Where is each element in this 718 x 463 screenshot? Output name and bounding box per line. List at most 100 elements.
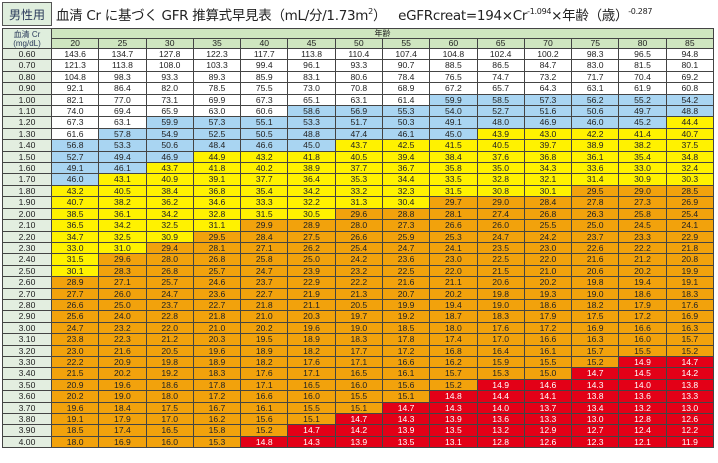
cr-value: 3.20 (2, 344, 52, 357)
cr-value: 0.80 (2, 70, 52, 84)
egfr-cell: 31.5 (50, 253, 100, 266)
egfr-cell: 46.9 (145, 150, 194, 164)
egfr-cell: 17.8 (381, 333, 431, 346)
egfr-cell: 32.5 (98, 230, 147, 243)
title-text: 血清 Cr に基づく GFR 推算式早見表（mL/分/1.73m (56, 8, 369, 24)
egfr-cell: 34.6 (192, 196, 242, 209)
egfr-cell: 19.9 (665, 264, 715, 278)
egfr-cell: 15.7 (429, 367, 478, 380)
egfr-cell: 16.1 (240, 401, 289, 415)
egfr-cell: 55.2 (618, 93, 667, 107)
egfr-cell: 21.5 (50, 367, 100, 380)
egfr-cell: 22.8 (145, 310, 194, 323)
egfr-cell: 43.0 (523, 127, 573, 141)
egfr-cell: 22.0 (429, 264, 478, 278)
egfr-cell: 33.0 (618, 162, 667, 175)
egfr-cell: 33.0 (50, 241, 100, 255)
egfr-cell: 19.2 (145, 367, 194, 380)
egfr-cell: 26.8 (192, 253, 242, 266)
egfr-cell: 81.5 (618, 59, 667, 72)
egfr-cell: 16.0 (334, 378, 383, 392)
egfr-cell: 15.0 (523, 367, 573, 380)
egfr-cell: 17.6 (665, 298, 715, 312)
egfr-cell: 19.0 (98, 390, 147, 403)
cr-value: 2.00 (2, 207, 52, 221)
egfr-cell: 31.3 (334, 196, 383, 209)
age-header-85: 85 (665, 38, 715, 49)
egfr-cell: 70.8 (334, 82, 383, 95)
egfr-cell: 18.6 (618, 287, 667, 300)
egfr-cell: 22.0 (523, 253, 573, 266)
egfr-cell: 86.5 (476, 59, 525, 72)
egfr-cell: 29.7 (429, 196, 478, 209)
egfr-cell: 45.0 (429, 127, 478, 141)
cr-value: 3.80 (2, 412, 52, 426)
egfr-cell: 42.5 (381, 139, 431, 152)
egfr-cell: 67.3 (50, 116, 100, 129)
egfr-cell: 26.9 (665, 196, 715, 209)
egfr-cell: 12.3 (571, 435, 620, 449)
egfr-cell: 20.8 (665, 253, 715, 266)
egfr-cell: 46.9 (523, 116, 573, 129)
egfr-cell: 23.7 (240, 276, 289, 289)
egfr-cell: 34.4 (381, 173, 431, 186)
egfr-cell: 99.4 (240, 59, 289, 72)
egfr-cell: 17.1 (240, 378, 289, 392)
table-row: 1.80 43.2 40.5 38.4 36.8 35.4 34.2 33.2 32.3 31.5… (2, 184, 715, 198)
egfr-cell: 94.8 (665, 47, 715, 61)
egfr-cell: 58.5 (476, 93, 525, 107)
formula-exponent-age: -0.287 (628, 7, 653, 16)
egfr-cell: 38.2 (98, 196, 147, 209)
egfr-cell: 12.7 (571, 424, 620, 437)
egfr-cell: 13.8 (571, 390, 620, 403)
egfr-cell: 20.3 (287, 310, 336, 323)
egfr-cell: 25.0 (571, 219, 620, 232)
egfr-cell: 14.4 (476, 390, 525, 403)
egfr-cell: 24.1 (665, 219, 715, 232)
egfr-cell: 60.8 (665, 82, 715, 95)
egfr-cell: 16.6 (618, 321, 667, 335)
cr-value: 2.90 (2, 310, 52, 323)
egfr-cell: 26.8 (523, 207, 573, 221)
egfr-cell: 15.2 (665, 344, 715, 357)
egfr-cell: 64.3 (523, 82, 573, 95)
egfr-cell: 12.1 (618, 435, 667, 449)
cr-value: 2.70 (2, 287, 52, 300)
egfr-cell: 17.0 (145, 412, 194, 426)
cr-value: 2.30 (2, 241, 52, 255)
egfr-cell: 22.7 (240, 287, 289, 300)
egfr-cell: 26.3 (571, 207, 620, 221)
table-row: 1.40 56.8 53.3 50.6 48.4 46.6 45.0 43.7 42.5 41.5… (2, 139, 715, 152)
egfr-cell: 17.1 (334, 355, 383, 369)
egfr-cell: 16.0 (618, 333, 667, 346)
egfr-cell: 36.5 (50, 219, 100, 232)
egfr-cell: 36.2 (145, 196, 194, 209)
egfr-cell: 19.0 (571, 287, 620, 300)
egfr-cell: 22.6 (571, 241, 620, 255)
egfr-cell: 27.4 (476, 207, 525, 221)
egfr-cell: 40.7 (50, 196, 100, 209)
egfr-cell: 23.9 (287, 264, 336, 278)
age-header-45: 45 (287, 38, 336, 49)
egfr-cell: 86.4 (98, 82, 147, 95)
egfr-cell: 92.1 (50, 82, 100, 95)
egfr-cell: 13.9 (381, 424, 431, 437)
egfr-cell: 26.6 (334, 230, 383, 243)
egfr-cell: 37.7 (240, 173, 289, 186)
egfr-cell: 15.7 (571, 344, 620, 357)
egfr-cell: 17.5 (145, 401, 194, 415)
egfr-cell: 23.0 (429, 253, 478, 266)
egfr-cell: 73.0 (287, 82, 336, 95)
egfr-cell: 14.3 (571, 378, 620, 392)
egfr-cell: 48.8 (287, 127, 336, 141)
egfr-cell: 21.0 (523, 264, 573, 278)
egfr-cell: 121.3 (50, 59, 100, 72)
age-header-35: 35 (192, 38, 242, 49)
table-row: 0.80 104.8 98.3 93.3 89.3 85.9 83.1 80.6 78.4 76.… (2, 70, 715, 84)
egfr-cell: 34.2 (98, 219, 147, 232)
table-row: 1.00 82.1 77.0 73.1 69.9 67.3 65.1 63.1 61.4 59.9… (2, 93, 715, 107)
egfr-cell: 104.8 (429, 47, 478, 61)
egfr-cell: 39.4 (381, 150, 431, 164)
egfr-cell: 17.7 (334, 344, 383, 357)
cr-value: 3.70 (2, 401, 52, 415)
